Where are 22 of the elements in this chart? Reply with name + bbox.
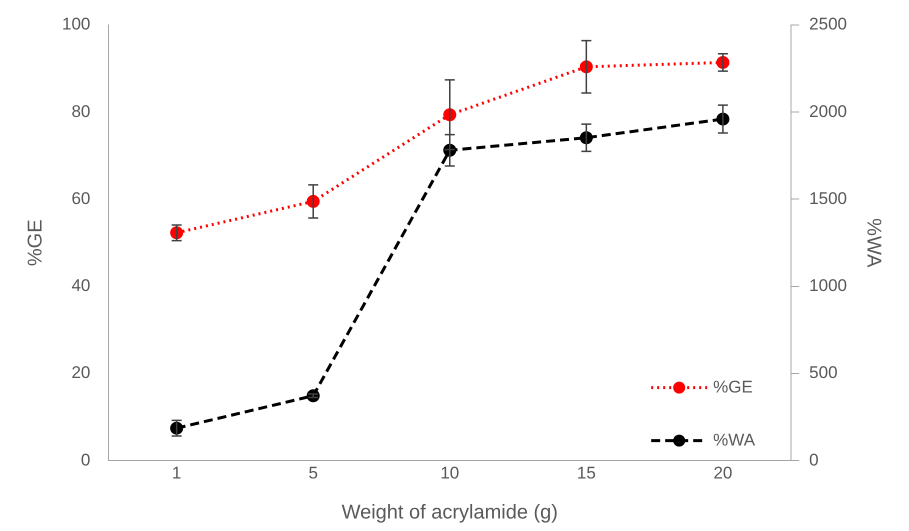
y2-tick-label: 0	[809, 450, 819, 470]
y-tick-label: 80	[71, 102, 90, 121]
y2-tick-label: 1000	[809, 276, 848, 296]
y-axis-title: %GE	[24, 219, 47, 266]
y-tick-label: 100	[62, 14, 90, 34]
y2-tick-label: 500	[809, 363, 838, 382]
x-tick-label: 15	[576, 463, 596, 482]
y-tick-label: 60	[71, 188, 90, 208]
x-tick-label: 1	[172, 463, 182, 482]
y2-tick-label: 2000	[809, 102, 848, 121]
x-tick-label: 10	[440, 463, 460, 482]
legend-label: %GE	[713, 377, 753, 396]
x-tick-label: 5	[308, 463, 318, 482]
x-tick-label: 20	[713, 463, 732, 482]
y-tick-label: 40	[71, 276, 90, 296]
y-tick-label: 0	[80, 450, 90, 470]
legend-label: %WA	[713, 430, 756, 450]
y2-tick-label: 2500	[809, 14, 848, 34]
x-axis-title: Weight of acrylamide (g)	[342, 502, 558, 524]
y2-tick-label: 1500	[809, 188, 848, 208]
y-tick-label: 20	[71, 363, 90, 382]
y2-axis-title: %WA	[862, 218, 884, 268]
